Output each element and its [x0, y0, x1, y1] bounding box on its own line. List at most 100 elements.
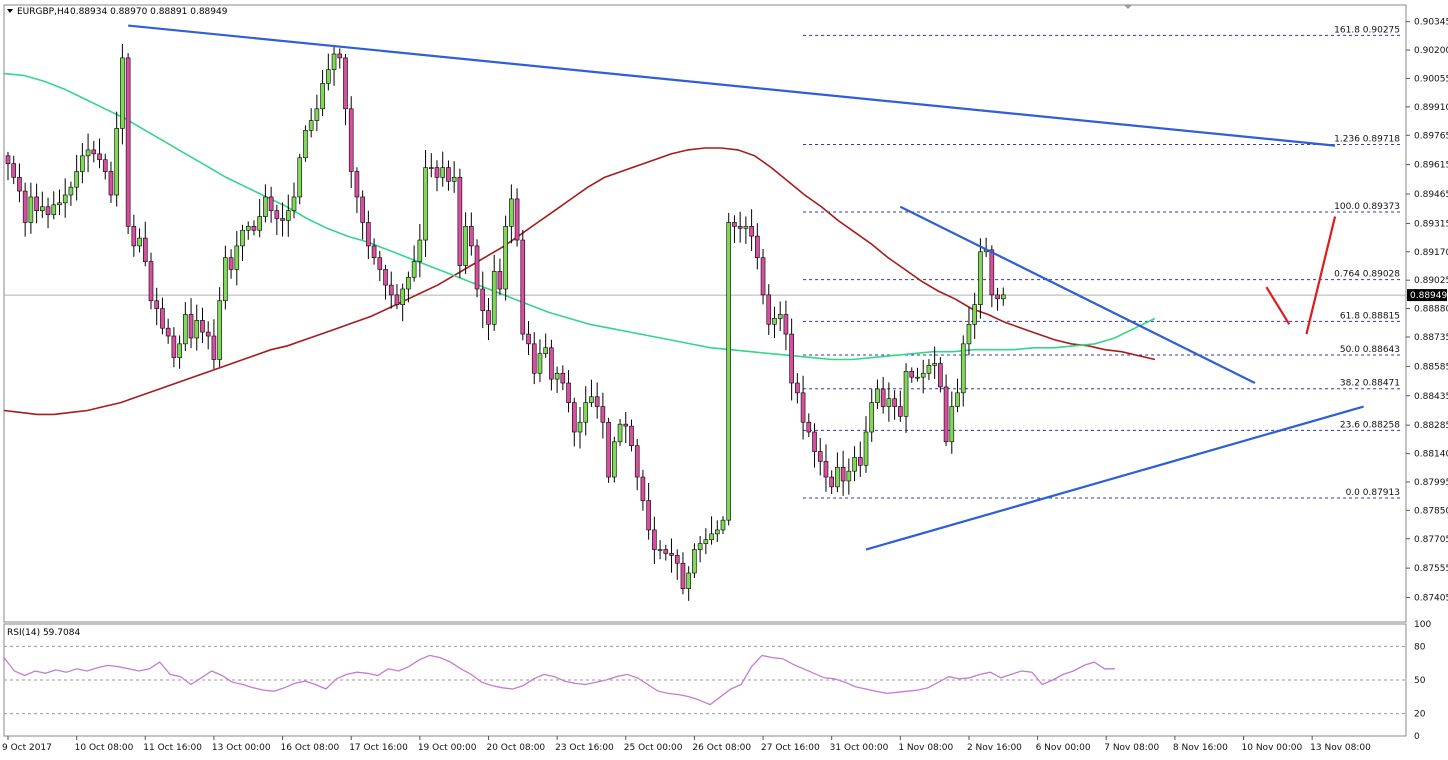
candle-body [486, 310, 491, 325]
candle-body [514, 198, 520, 241]
candle-body [406, 276, 411, 290]
candle-body [188, 314, 194, 339]
candle-body [600, 406, 606, 423]
candle-body [474, 245, 480, 290]
price-tick-label: 0.89465 [1414, 190, 1448, 200]
candle-body [497, 271, 503, 290]
fib-label: 100.0 0.89373 [1334, 202, 1400, 212]
down-arrow [1265, 286, 1291, 325]
candle-body [234, 245, 240, 270]
candle-body [51, 204, 57, 215]
candle-body [972, 304, 977, 325]
candle-body [863, 431, 869, 466]
dropdown-arrow-icon[interactable] [7, 9, 13, 13]
candle-body [709, 533, 714, 541]
price-tick-label: 0.88285 [1414, 421, 1448, 431]
candle-body [726, 222, 732, 521]
time-tick-label: 25 Oct 00:00 [624, 743, 683, 753]
candle-body [97, 153, 102, 161]
candle-body [892, 398, 897, 407]
candle-body [337, 53, 343, 59]
price-tick-label: 0.89170 [1414, 248, 1448, 258]
candle-body [245, 226, 251, 231]
chart-shift-marker[interactable] [1124, 5, 1132, 9]
candle-body [978, 251, 983, 305]
fib-label: 50.0 0.88643 [1340, 345, 1400, 355]
candle-body [606, 421, 611, 478]
price-tick-label: 0.89315 [1414, 219, 1448, 229]
candle-body [560, 372, 566, 384]
symbol-label: EURGBP,H4 [17, 7, 70, 17]
rsi-tick-label: 80 [1414, 642, 1426, 652]
candle-body [714, 529, 720, 535]
candle-body [674, 555, 680, 564]
candle-body [903, 370, 909, 417]
time-tick-label: 10 Oct 08:00 [75, 743, 134, 753]
current-price-label: 0.88949 [1410, 291, 1447, 301]
candle-body [160, 308, 165, 329]
candle-body [457, 177, 463, 266]
rsi-tick-label: 20 [1414, 710, 1426, 720]
candle-body [966, 323, 972, 345]
price-tick-label: 0.89025 [1414, 276, 1448, 286]
candle-body [446, 167, 451, 182]
candle-body [777, 314, 783, 319]
candle-body [223, 257, 228, 302]
time-tick-label: 20 Oct 08:00 [486, 743, 545, 753]
candle-body [371, 245, 377, 258]
candle-body [303, 130, 308, 159]
time-tick-label: 13 Nov 08:00 [1310, 743, 1371, 753]
candle-body [211, 335, 217, 360]
price-tick-label: 0.88735 [1414, 333, 1448, 343]
candle-body [789, 333, 794, 384]
candle-body [291, 196, 297, 211]
candle-body [720, 519, 726, 531]
candle-body [28, 196, 34, 223]
candle-body [612, 441, 617, 478]
candle-body [108, 171, 114, 196]
candle-body [652, 529, 657, 550]
candle-body [366, 222, 371, 247]
candle-body [571, 402, 577, 433]
price-tick-label: 0.88585 [1414, 362, 1448, 372]
candle-body [200, 320, 205, 333]
candle-body [411, 261, 417, 278]
candle-body [268, 196, 274, 211]
candle-body [783, 314, 789, 335]
candle-body [120, 57, 125, 129]
long-term-resistance [128, 24, 1336, 147]
candle-body [194, 320, 200, 339]
candle-body [857, 457, 863, 466]
candle-body [755, 235, 760, 258]
fib-label: 161.8 0.90275 [1334, 25, 1400, 35]
fib-label: 0.0 0.87913 [1346, 488, 1400, 498]
candle-body [348, 108, 354, 172]
candle-body [852, 457, 857, 472]
candle-body [40, 206, 45, 211]
candle-body [875, 388, 880, 403]
candle-body [869, 402, 875, 433]
candle-body [326, 69, 331, 84]
candle-body [840, 466, 846, 482]
candle-body [943, 386, 949, 443]
candle-body [469, 226, 474, 247]
symbol-header: EURGBP,H4 0.88934 0.88970 0.88891 0.8894… [7, 7, 228, 17]
rsi-header: RSI(14) 59.7084 [7, 628, 80, 638]
rising-support [865, 405, 1364, 551]
candle-body [669, 553, 674, 556]
candle-body [142, 237, 148, 262]
time-tick-label: 1 Nov 08:00 [898, 743, 953, 753]
candle-body [308, 120, 314, 131]
candle-body [886, 398, 892, 407]
price-panel [3, 4, 1407, 623]
candle-body [228, 257, 234, 270]
time-tick-label: 27 Oct 16:00 [761, 743, 820, 753]
candle-body [543, 347, 548, 354]
candle-body [417, 239, 423, 262]
candle-body [451, 177, 457, 182]
time-tick-label: 19 Oct 00:00 [418, 743, 477, 753]
rsi-tick-label: 0 [1414, 732, 1420, 742]
time-tick-label: 16 Oct 08:00 [281, 743, 340, 753]
candle-body [503, 226, 508, 290]
candle-body [17, 177, 22, 192]
